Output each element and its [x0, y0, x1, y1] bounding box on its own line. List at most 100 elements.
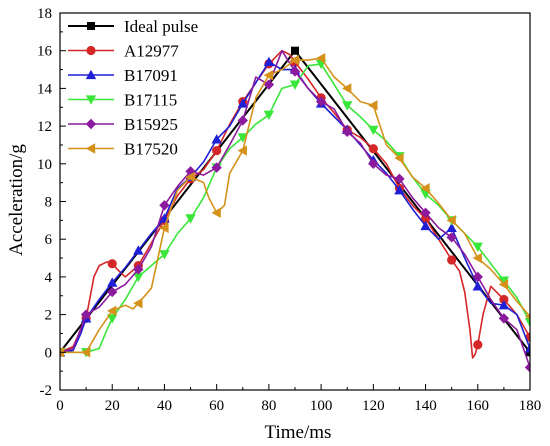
data-point [524, 313, 530, 320]
legend-label: Ideal pulse [124, 17, 198, 36]
series-b15925 [60, 49, 530, 373]
data-point [524, 343, 530, 353]
data-point [237, 133, 248, 143]
data-point [237, 98, 248, 108]
data-point [524, 317, 530, 328]
x-tick-label: 140 [414, 398, 437, 414]
data-point [498, 279, 509, 290]
data-point [524, 362, 530, 373]
data-point [289, 54, 300, 66]
data-point [420, 183, 430, 194]
data-point [446, 215, 456, 226]
data-point [107, 259, 117, 269]
data-point [447, 255, 457, 265]
data-point [368, 144, 378, 154]
data-point [472, 271, 483, 283]
data-point [211, 162, 222, 173]
data-point [211, 207, 221, 219]
data-point [107, 277, 118, 287]
data-point [185, 214, 196, 224]
legend-label: A12977 [124, 42, 179, 61]
data-point [211, 134, 222, 144]
data-point [394, 152, 404, 164]
legend-swatch-marker [87, 22, 95, 30]
data-point [472, 242, 483, 252]
legend-item: B17091 [68, 66, 178, 85]
y-tick-label: 6 [45, 232, 53, 248]
data-point [368, 125, 379, 136]
data-point [80, 309, 92, 320]
x-tick-label: 20 [105, 398, 120, 414]
data-point [107, 305, 117, 317]
y-tick-label: 14 [37, 81, 53, 97]
data-point [342, 126, 353, 137]
data-point [159, 250, 170, 260]
legend-label: B17091 [124, 66, 178, 85]
data-point [212, 146, 222, 156]
series-line [60, 57, 530, 354]
legend-item: B17115 [68, 91, 177, 110]
data-point [498, 276, 510, 286]
x-tick-label: 60 [209, 398, 224, 414]
data-point [133, 264, 144, 275]
legend-label: B17115 [124, 91, 177, 110]
legend-swatch-marker [86, 45, 96, 56]
y-tick-label: 16 [37, 44, 53, 60]
data-point [368, 100, 378, 111]
data-point [107, 286, 118, 298]
x-tick-label: 180 [519, 398, 542, 414]
y-tick-label: 2 [45, 308, 53, 324]
x-tick-label: 0 [56, 398, 64, 414]
data-point [263, 56, 275, 67]
data-point [289, 66, 301, 77]
data-point [420, 207, 431, 219]
data-point [237, 115, 248, 126]
y-tick-label: 4 [45, 270, 53, 286]
legend-item: B15925 [68, 115, 178, 134]
legend-label: B17520 [124, 140, 178, 159]
legend-label: B15925 [124, 115, 178, 134]
legend: Ideal pulse A12977 B17091 B17115 B15925 B1752… [68, 17, 198, 159]
data-point [342, 83, 352, 94]
data-point [237, 145, 247, 156]
x-tick-label: 40 [157, 398, 172, 414]
legend-swatch-marker [85, 143, 96, 154]
y-tick-label: 10 [37, 157, 52, 173]
data-point [342, 101, 353, 111]
x-tick-label: 160 [467, 398, 490, 414]
data-point [446, 222, 457, 233]
data-point [472, 252, 482, 264]
data-point [368, 158, 379, 169]
legend-item: Ideal pulse [68, 17, 198, 36]
data-point [263, 70, 274, 81]
data-point [315, 96, 327, 107]
x-tick-label: 80 [261, 398, 276, 414]
data-point [498, 313, 510, 324]
data-point [80, 347, 91, 358]
data-point [263, 79, 275, 90]
data-point [185, 171, 195, 183]
axes: 0 20 40 60 80 100 120 140 160 180-202468101214161… [37, 6, 541, 414]
data-point [394, 173, 405, 185]
data-point [315, 53, 326, 64]
data-point [159, 222, 169, 234]
data-point [291, 46, 299, 55]
data-point [498, 299, 510, 310]
legend-swatch-marker [85, 95, 97, 105]
data-point [133, 272, 144, 283]
data-point [472, 281, 483, 291]
data-point [473, 340, 483, 350]
y-tick-label: 0 [45, 345, 53, 361]
legend-item: B17520 [68, 140, 178, 159]
data-point [159, 200, 170, 211]
data-point [133, 298, 143, 309]
y-tick-label: 18 [37, 6, 52, 22]
data-point [499, 294, 509, 305]
series-b17520 [60, 53, 530, 358]
data-point [107, 314, 118, 324]
legend-item: A12977 [68, 42, 179, 61]
y-tick-label: -2 [40, 383, 53, 399]
plot-area [60, 46, 530, 373]
data-point [420, 220, 431, 231]
